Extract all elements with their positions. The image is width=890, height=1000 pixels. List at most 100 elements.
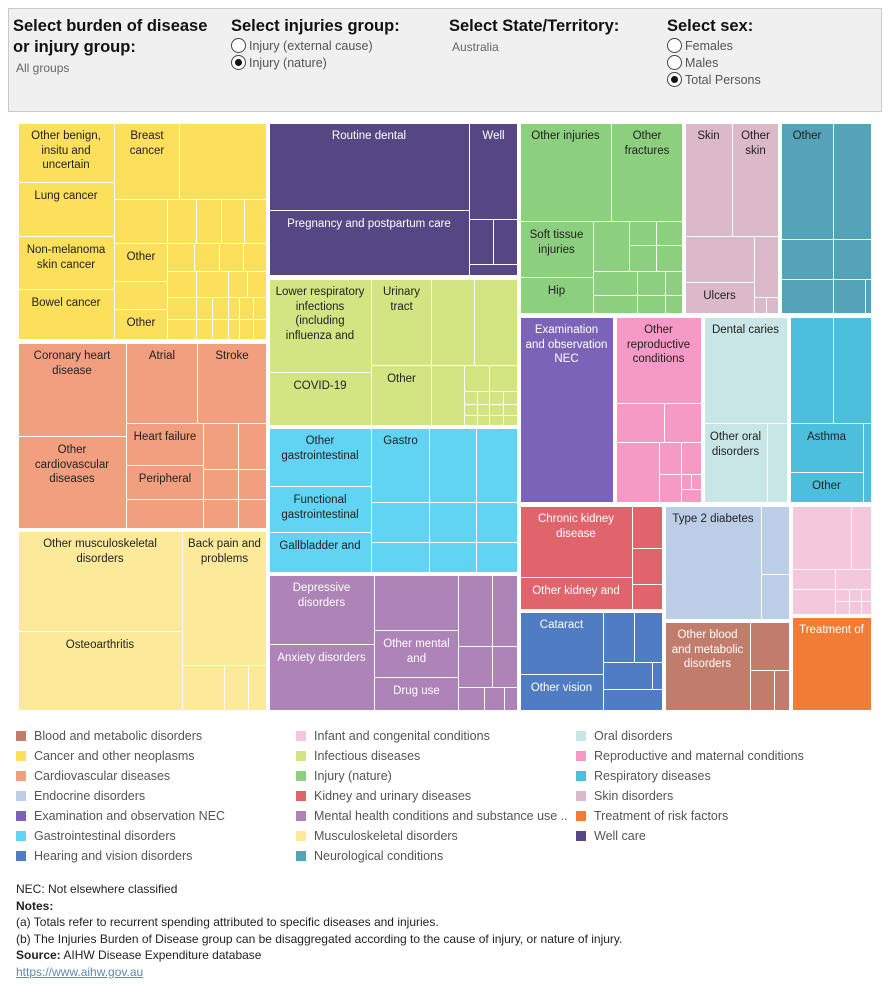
tile-depressive[interactable]: Depressive disorders <box>269 575 375 645</box>
tile-other-blood[interactable]: Other blood and metabolic disorders <box>665 622 751 711</box>
treemap-tile[interactable] <box>682 443 702 475</box>
treemap-tile[interactable] <box>459 688 485 711</box>
treemap-tile[interactable] <box>244 244 267 272</box>
tile-asthma[interactable]: Asthma <box>790 424 864 473</box>
tile-hip[interactable]: Hip <box>520 278 594 314</box>
treemap-tile[interactable] <box>666 296 683 314</box>
tile-cataract[interactable]: Cataract <box>520 612 604 675</box>
treemap-tile[interactable] <box>213 298 229 320</box>
radio-circle-icon[interactable] <box>667 55 682 70</box>
legend-item[interactable]: Musculoskeletal disorders <box>296 828 458 844</box>
tile-type2-diabetes[interactable]: Type 2 diabetes <box>665 506 762 620</box>
treemap-tile[interactable] <box>372 543 430 573</box>
tile-cancer-other-2[interactable]: Other <box>115 310 168 340</box>
treemap-tile[interactable] <box>477 543 518 573</box>
treemap-tile[interactable] <box>204 500 239 529</box>
tile-well[interactable]: Well <box>470 123 518 220</box>
treemap-tile[interactable] <box>115 282 168 310</box>
treemap-tile[interactable] <box>633 506 663 549</box>
treemap-tile[interactable] <box>459 647 493 688</box>
treemap-tile[interactable] <box>478 405 490 416</box>
treemap-tile[interactable] <box>594 296 638 314</box>
treemap-tile[interactable] <box>594 222 630 272</box>
treemap-tile[interactable] <box>477 428 518 503</box>
treemap-tile[interactable] <box>836 570 872 590</box>
treemap-tile[interactable] <box>168 272 197 298</box>
tile-coronary[interactable]: Coronary heart disease <box>18 343 127 437</box>
tile-ulcers[interactable]: Ulcers <box>685 283 755 314</box>
treemap-tile[interactable] <box>604 612 635 663</box>
treemap-tile[interactable] <box>432 279 475 366</box>
treemap-tile[interactable] <box>792 506 852 570</box>
tile-urinary-tract[interactable]: Urinary tract <box>372 279 432 366</box>
treemap-tile[interactable] <box>594 272 638 296</box>
treemap-tile[interactable] <box>755 298 767 314</box>
treemap-tile[interactable] <box>197 298 213 320</box>
treemap-tile[interactable] <box>465 366 490 392</box>
treemap-tile[interactable] <box>432 366 465 426</box>
radio-males[interactable]: Males <box>667 54 877 71</box>
treemap-tile[interactable] <box>239 470 267 500</box>
treemap-tile[interactable] <box>862 602 872 615</box>
treemap-tile[interactable] <box>115 200 168 244</box>
treemap-tile[interactable] <box>465 405 478 416</box>
tile-functional-gi[interactable]: Functional gastrointestinal <box>269 487 372 533</box>
radio-females[interactable]: Females <box>667 37 877 54</box>
treemap-tile[interactable] <box>254 298 267 320</box>
treemap-tile[interactable] <box>222 200 245 244</box>
treemap-tile[interactable] <box>630 222 657 246</box>
treemap-tile[interactable] <box>852 506 872 570</box>
treemap-tile[interactable] <box>213 320 229 340</box>
treemap-tile[interactable] <box>229 298 240 320</box>
legend-item[interactable]: Neurological conditions <box>296 848 443 864</box>
treemap-tile[interactable] <box>862 590 872 602</box>
treemap-tile[interactable] <box>762 575 790 620</box>
treemap-tile[interactable] <box>836 602 850 615</box>
treemap-tile[interactable] <box>465 392 478 405</box>
treemap-tile[interactable] <box>372 503 430 543</box>
tile-resp-other[interactable]: Other <box>790 473 864 503</box>
treemap-tile[interactable] <box>168 320 197 340</box>
treemap-tile[interactable] <box>168 298 197 320</box>
treemap-tile[interactable] <box>864 424 872 503</box>
treemap-tile[interactable] <box>834 317 872 424</box>
treemap-tile[interactable] <box>168 244 195 272</box>
treemap-tile[interactable] <box>836 590 850 602</box>
treemap-tile[interactable] <box>616 443 660 503</box>
tile-peripheral[interactable]: Peripheral <box>127 466 204 500</box>
tile-other-cardio[interactable]: Other cardiovascular diseases <box>18 437 127 529</box>
treemap-tile[interactable] <box>493 575 518 647</box>
radio-circle-icon[interactable] <box>667 38 682 53</box>
tile-other-kidney[interactable]: Other kidney and <box>520 578 633 610</box>
treemap-tile[interactable] <box>197 320 213 340</box>
aihw-link[interactable]: https://www.aihw.gov.au <box>16 964 144 979</box>
treemap-tile[interactable] <box>494 220 518 265</box>
tile-lower-resp[interactable]: Lower respiratory infections (including … <box>269 279 372 373</box>
treemap-tile[interactable] <box>751 671 775 711</box>
state-filter[interactable]: Select State/Territory: Australia <box>449 16 659 55</box>
tile-treatment-of[interactable]: Treatment of <box>792 617 872 711</box>
treemap-tile[interactable] <box>781 280 834 314</box>
tile-other-vision[interactable]: Other vision <box>520 675 604 711</box>
treemap-tile[interactable] <box>660 443 682 475</box>
treemap-tile[interactable] <box>204 424 239 470</box>
treemap-tile[interactable] <box>660 475 682 503</box>
radio-selected-icon[interactable] <box>667 72 682 87</box>
tile-gallbladder[interactable]: Gallbladder and <box>269 533 372 573</box>
tile-non-melanoma[interactable]: Non-melanoma skin cancer <box>18 237 115 290</box>
treemap-tile[interactable] <box>204 470 239 500</box>
treemap-tile[interactable] <box>254 320 267 340</box>
treemap-tile[interactable] <box>682 490 702 503</box>
radio-injury-external[interactable]: Injury (external cause) <box>231 37 441 54</box>
legend-item[interactable]: Endocrine disorders <box>16 788 145 804</box>
treemap-tile[interactable] <box>635 612 663 663</box>
treemap-tile[interactable] <box>504 405 518 416</box>
treemap-tile[interactable] <box>239 500 267 529</box>
treemap-tile[interactable] <box>604 690 663 711</box>
tile-skin[interactable]: Skin <box>685 123 733 237</box>
tile-other-mental[interactable]: Other mental and <box>375 631 459 678</box>
treemap-tile[interactable] <box>249 666 267 711</box>
tile-stroke[interactable]: Stroke <box>198 343 267 424</box>
treemap-tile[interactable] <box>866 280 872 314</box>
tile-other-reproductive[interactable]: Other reproductive conditions <box>616 317 702 404</box>
